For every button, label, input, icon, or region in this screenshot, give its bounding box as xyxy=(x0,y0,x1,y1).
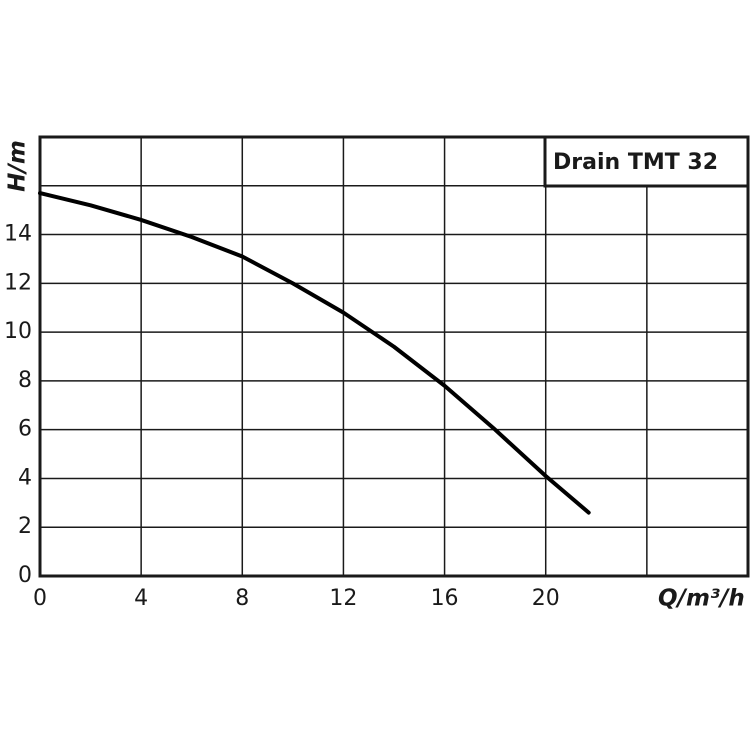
y-tick-label: 2 xyxy=(18,514,32,539)
y-tick-label: 6 xyxy=(18,417,32,442)
x-tick-label: 12 xyxy=(329,586,357,611)
y-tick-label: 10 xyxy=(4,319,32,344)
x-tick-label: 16 xyxy=(431,586,459,611)
y-axis-label: H/m xyxy=(5,140,31,192)
y-tick-label: 0 xyxy=(18,563,32,588)
x-tick-label: 0 xyxy=(33,586,47,611)
y-tick-label: 12 xyxy=(4,270,32,295)
legend-box xyxy=(543,135,750,188)
y-tick-label: 8 xyxy=(18,368,32,393)
x-tick-label: 8 xyxy=(235,586,249,611)
legend-label: Drain TMT 32 xyxy=(553,150,718,175)
x-axis-label: Q/m³/h xyxy=(658,586,745,612)
curve xyxy=(38,191,591,515)
plot-frame xyxy=(38,135,750,578)
y-tick-label: 14 xyxy=(4,222,32,247)
y-tick-label: 4 xyxy=(18,465,32,490)
x-tick-label: 20 xyxy=(532,586,560,611)
x-tick-label: 4 xyxy=(134,586,148,611)
